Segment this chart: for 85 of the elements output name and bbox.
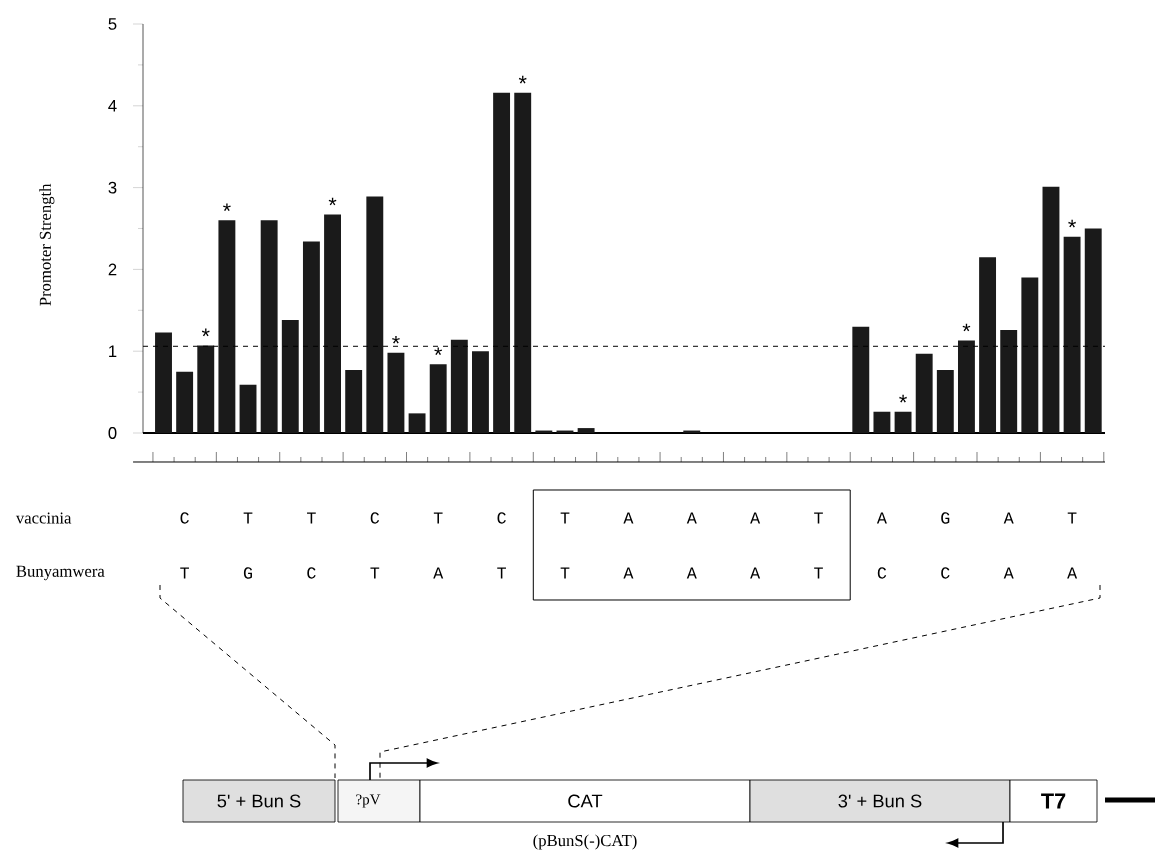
text: A	[1067, 567, 1078, 579]
text: A	[1003, 512, 1014, 524]
data-label: *	[518, 75, 527, 84]
text: 3' + Bun S	[838, 794, 922, 808]
text: T	[307, 512, 316, 524]
text: C	[180, 512, 189, 524]
text: A	[623, 512, 634, 524]
bar	[979, 257, 997, 433]
data-label: *	[223, 203, 231, 212]
text: T	[243, 512, 253, 524]
bar	[239, 384, 257, 433]
data-label: *	[392, 335, 400, 344]
text: Bunyamwera	[16, 565, 105, 581]
text: T	[433, 512, 443, 524]
y-tick-label: 3	[108, 181, 117, 194]
text: T	[814, 512, 823, 524]
data-label: *	[434, 347, 443, 355]
y-axis-title: Promoter Strength	[39, 183, 55, 306]
text: A	[686, 567, 697, 579]
bar	[1042, 186, 1060, 433]
bar	[387, 352, 405, 433]
data-label: *	[962, 323, 971, 332]
text: C	[941, 567, 950, 579]
text: C	[370, 512, 380, 524]
bar	[197, 345, 215, 433]
bar	[324, 214, 341, 433]
bar	[957, 340, 975, 433]
y-tick-label: 1	[109, 345, 117, 357]
text: A	[686, 512, 697, 524]
text: T	[370, 567, 380, 579]
y-tick-label: 0	[108, 427, 117, 439]
bar	[218, 220, 236, 433]
bar	[514, 92, 532, 433]
y-tick-label: 5	[108, 18, 117, 30]
bar	[176, 371, 194, 433]
text: T7	[1041, 793, 1066, 809]
bar	[450, 339, 468, 433]
bar	[155, 332, 172, 433]
bar	[429, 364, 447, 433]
text: ?pV	[356, 794, 381, 808]
text: A	[750, 512, 761, 524]
text: G	[941, 512, 950, 524]
text: T	[560, 567, 570, 579]
text: G	[243, 567, 252, 579]
text: C	[877, 567, 887, 579]
bar	[1084, 228, 1102, 433]
bar	[577, 428, 595, 433]
text: C	[497, 512, 506, 524]
text: T	[814, 567, 823, 579]
text: T	[497, 567, 506, 579]
text: (pBunS(-)CAT)	[533, 834, 637, 850]
bar	[1000, 329, 1018, 433]
bar	[1021, 277, 1039, 433]
text: C	[307, 567, 316, 579]
bar	[493, 92, 511, 433]
y-tick-label: 4	[108, 100, 117, 112]
text: A	[1003, 567, 1014, 579]
bar	[281, 320, 299, 433]
data-label: *	[1068, 219, 1076, 228]
data-label: *	[201, 328, 210, 337]
text: A	[876, 512, 887, 524]
text: A	[433, 567, 444, 579]
data-label: *	[899, 394, 907, 403]
text: 5' + Bun S	[217, 794, 301, 808]
bar	[873, 411, 891, 433]
bar	[302, 241, 320, 433]
text: T	[560, 512, 570, 524]
y-tick-label: 2	[108, 263, 117, 276]
text: A	[750, 567, 761, 579]
bar	[345, 370, 363, 433]
bar	[936, 370, 954, 433]
bar	[915, 353, 933, 433]
bar	[366, 196, 384, 433]
bar	[852, 326, 870, 433]
bar	[472, 351, 489, 433]
text: T	[180, 567, 189, 579]
bar	[894, 411, 912, 433]
text: CAT	[568, 794, 603, 808]
bar	[408, 413, 426, 433]
bar	[1063, 236, 1081, 433]
text: T	[1067, 512, 1077, 524]
text: A	[623, 567, 634, 579]
text: vaccinia	[15, 512, 72, 524]
data-label: *	[328, 197, 337, 206]
bar	[260, 220, 278, 433]
